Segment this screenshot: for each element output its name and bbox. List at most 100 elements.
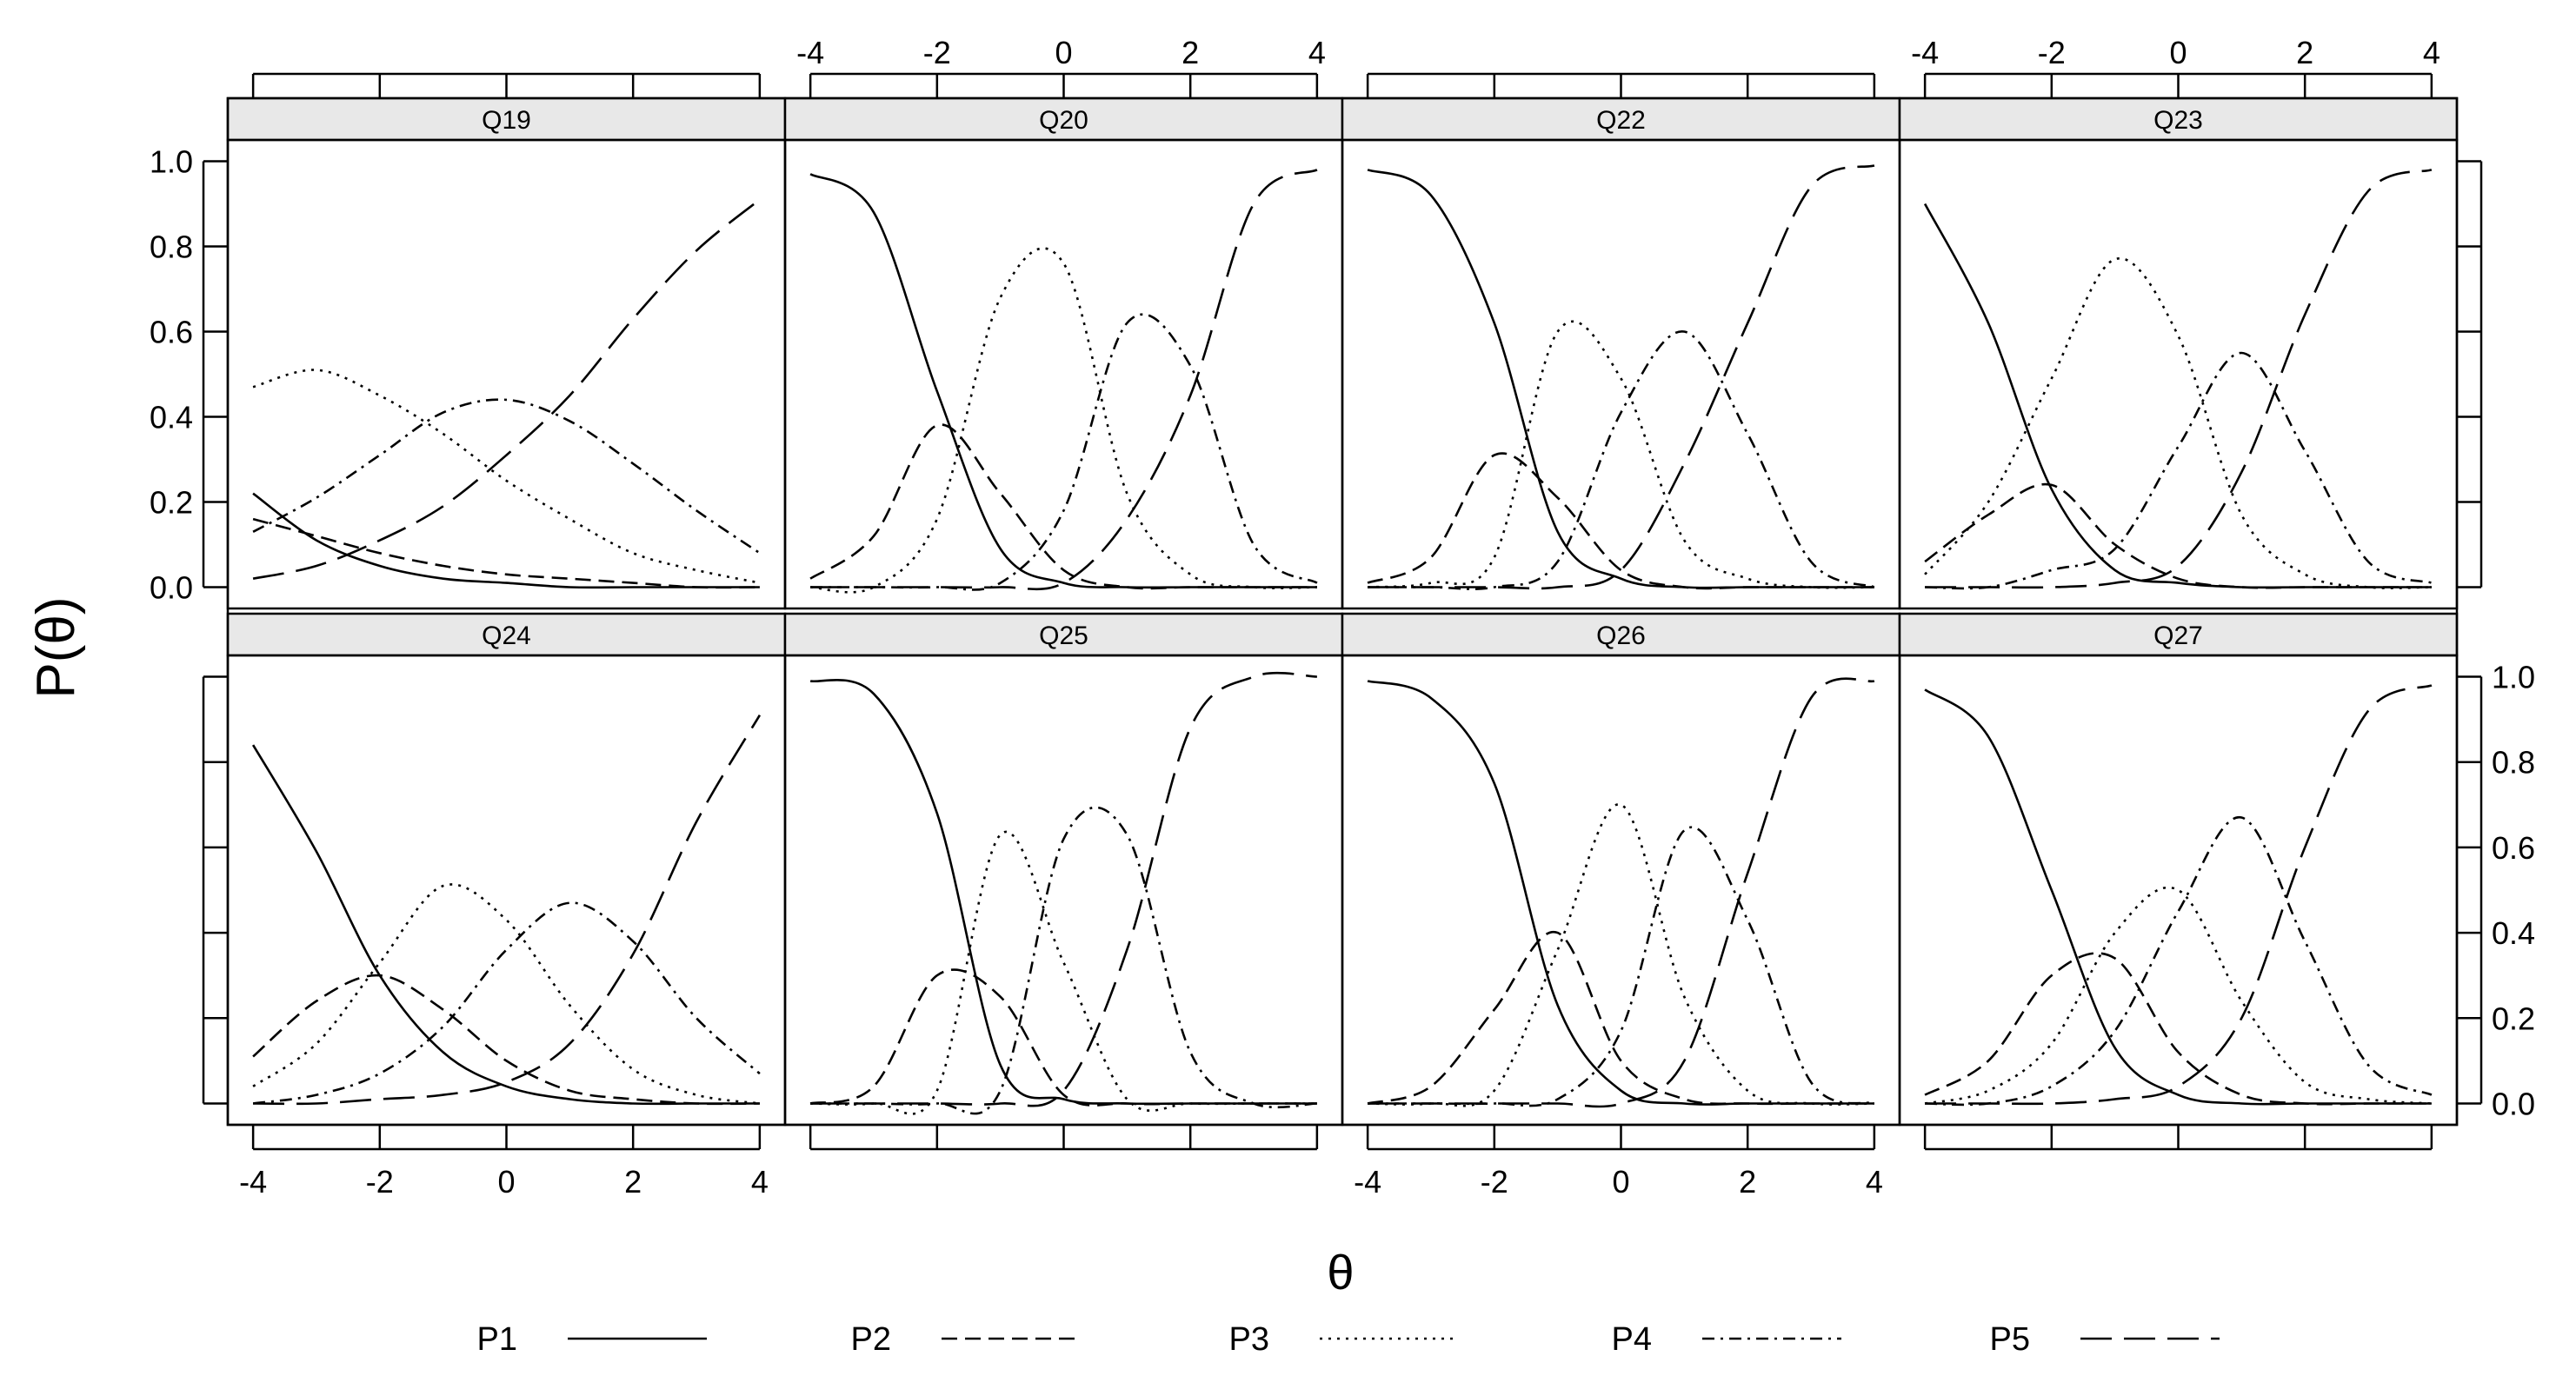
legend-label: P4 <box>1612 1321 1652 1358</box>
panels-layer: Q19 Q20 Q22 Q23 Q24 Q25 Q26 Q27 <box>226 96 2459 1127</box>
x-tick-label: 2 <box>1739 1164 1756 1200</box>
y-tick-label: 0.4 <box>2492 915 2535 951</box>
panel-q27: Q27 <box>1898 612 2459 1127</box>
x-tick-label: 4 <box>1308 35 1326 70</box>
panel-frame <box>1898 138 2459 610</box>
curve-p4 <box>1368 826 1875 1107</box>
panel-title: Q23 <box>2153 106 2203 135</box>
curve-p3 <box>810 247 1317 594</box>
y-tick-label: 1.0 <box>150 144 193 180</box>
curve-p2 <box>1367 930 1874 1106</box>
panel-title: Q25 <box>1039 622 1088 650</box>
curve-p5 <box>253 715 762 1106</box>
panel-q25: Q25 <box>783 612 1344 1127</box>
legend-item-p2: P2 <box>851 1321 1081 1358</box>
y-tick-label: 0.4 <box>150 400 193 435</box>
curve-p5 <box>1925 169 2433 589</box>
x-axis-label: θ <box>1327 1245 1354 1300</box>
curve-p2 <box>809 968 1317 1107</box>
panel-q22: Q22 <box>1341 96 1901 610</box>
panel-q19: Q19 <box>226 96 787 610</box>
panel-frame <box>226 654 787 1127</box>
curve-p5 <box>1368 677 1875 1108</box>
curve-p2 <box>252 517 760 589</box>
x-axis-top-col3 <box>1366 72 1876 98</box>
legend-item-p4: P4 <box>1612 1321 1841 1358</box>
x-tick-label: -2 <box>923 35 951 70</box>
y-axis-right-row2: 0.0 0.2 0.4 0.6 0.8 1.0 <box>2457 660 2535 1121</box>
curve-p2 <box>809 423 1317 590</box>
panel-q24: Q24 <box>226 612 787 1127</box>
panel-title: Q24 <box>482 622 531 650</box>
curve-p5 <box>252 198 761 580</box>
y-axis-right-row1 <box>2457 160 2483 588</box>
y-axis-label: P(θ) <box>26 596 86 698</box>
x-tick-label: -4 <box>796 35 824 70</box>
curve-p2 <box>1924 482 2432 589</box>
x-axis-bottom-col4 <box>1923 1125 2433 1151</box>
x-axis-bottom-col3: -4 -2 0 2 4 <box>1354 1125 1883 1200</box>
x-tick-label: 0 <box>1612 1164 1629 1200</box>
panel-curves <box>1924 684 2433 1107</box>
panel-frame <box>1898 654 2459 1127</box>
panel-title: Q22 <box>1596 106 1646 135</box>
legend-label: P1 <box>477 1321 517 1358</box>
curve-p3 <box>1924 886 2432 1105</box>
legend-item-p1: P1 <box>477 1321 707 1358</box>
x-tick-label: -4 <box>1354 1164 1381 1200</box>
curve-p3 <box>252 369 761 584</box>
curve-p4 <box>252 398 761 555</box>
panel-curves <box>809 671 1317 1115</box>
curve-p3 <box>1368 803 1874 1107</box>
curve-p2 <box>252 974 760 1106</box>
panel-frame <box>783 654 1344 1127</box>
x-tick-label: 0 <box>2169 35 2187 70</box>
curve-p5 <box>1925 684 2433 1106</box>
curve-p1 <box>1924 688 2432 1106</box>
x-axis-bottom-col2 <box>809 1125 1319 1151</box>
y-tick-label: 0.8 <box>2492 745 2535 781</box>
x-axis-top-col4: -4 -2 0 2 4 <box>1911 35 2440 98</box>
y-tick-label: 0.2 <box>2492 1000 2535 1036</box>
x-axis-top-col2: -4 -2 0 2 4 <box>796 35 1326 98</box>
legend-item-p3: P3 <box>1229 1321 1459 1358</box>
x-tick-label: -2 <box>2038 35 2066 70</box>
curve-p4 <box>1925 351 2433 590</box>
x-tick-label: -4 <box>1911 35 1939 70</box>
axes-layer: -4 -2 0 2 4 -4 -2 0 2 4 -4 -2 0 2 4 -4 -2 0 2 4 0.0 0.2 0.4 0.6… <box>150 35 2535 1200</box>
legend-label: P3 <box>1229 1321 1269 1358</box>
curve-p1 <box>1923 203 2432 589</box>
panel-curves <box>252 198 761 589</box>
y-tick-label: 0.8 <box>150 229 193 265</box>
legend-label: P2 <box>851 1321 891 1358</box>
curve-p4 <box>1925 816 2433 1107</box>
panel-title: Q20 <box>1039 106 1088 135</box>
curve-p4 <box>1368 330 1875 590</box>
curve-p3 <box>1368 320 1874 589</box>
x-tick-label: 0 <box>497 1164 515 1200</box>
panel-curves <box>1367 677 1875 1108</box>
curve-p5 <box>810 671 1317 1107</box>
panel-frame <box>783 138 1344 610</box>
curve-p3 <box>1924 256 2432 589</box>
x-tick-label: 4 <box>751 1164 769 1200</box>
legend-item-p5: P5 <box>1990 1321 2220 1358</box>
x-axis-bottom-col1: -4 -2 0 2 4 <box>239 1125 769 1200</box>
curve-p1 <box>1367 680 1874 1106</box>
y-axis-left-row2 <box>202 675 228 1105</box>
panel-frame <box>1341 138 1901 610</box>
y-axis-left-row1: 0.0 0.2 0.4 0.6 0.8 1.0 <box>150 144 228 606</box>
x-tick-label: -2 <box>366 1164 394 1200</box>
legend-label: P5 <box>1990 1321 2030 1358</box>
x-tick-label: 4 <box>2423 35 2440 70</box>
x-tick-label: -4 <box>239 1164 267 1200</box>
curve-p2 <box>1924 952 2432 1106</box>
x-tick-label: -2 <box>1481 1164 1508 1200</box>
curve-p1 <box>809 173 1317 589</box>
panel-curves <box>1367 164 1875 590</box>
curve-p4 <box>810 313 1318 591</box>
panel-q26: Q26 <box>1341 612 1901 1127</box>
y-tick-label: 0.0 <box>150 570 193 606</box>
panel-title: Q27 <box>2153 622 2203 650</box>
curve-p4 <box>252 901 761 1105</box>
